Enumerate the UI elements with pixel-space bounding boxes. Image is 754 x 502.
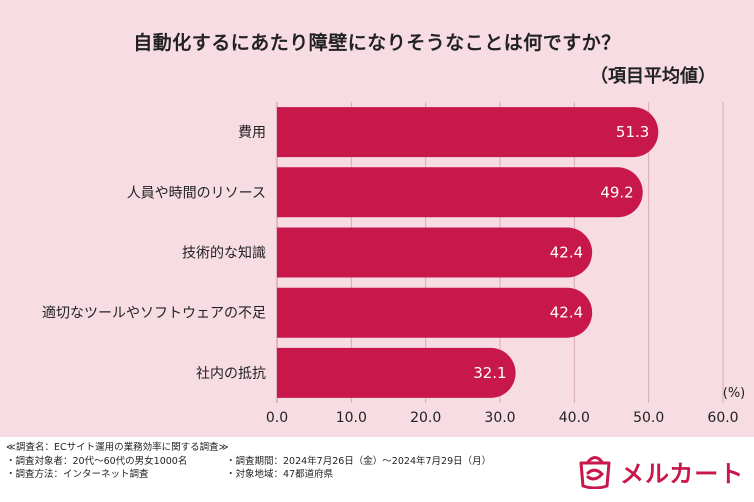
bar xyxy=(277,227,593,278)
x-tick-label: 60.0 xyxy=(707,410,738,426)
brand-logo: メルカート xyxy=(578,451,744,491)
category-label: 費用 xyxy=(238,125,266,141)
survey-subjects: ・調査対象者：20代〜60代の男女1000名 xyxy=(6,455,188,467)
x-tick-label: 30.0 xyxy=(484,410,515,426)
chart-title: 自動化するにあたり障壁になりそうなことは何ですか？ xyxy=(133,32,621,54)
survey-region: ・対象地域：47都道府県 xyxy=(226,469,334,480)
brand-logo-text: メルカート xyxy=(620,459,745,488)
category-label: 人員や時間のリソース xyxy=(127,185,266,201)
bar xyxy=(277,107,659,158)
x-tick-label: 10.0 xyxy=(336,410,367,426)
chart-subtitle: （項目平均値） xyxy=(590,66,716,87)
survey-method: ・調査方法：インターネット調査 xyxy=(6,469,149,480)
bar-chart: 51.3 費用 49.2 人員や時間のリソース 42.4 技術的な知識 42.4 適切なツール… xyxy=(42,102,746,426)
x-tick-label: 50.0 xyxy=(633,410,664,426)
survey-footer: ≪調査名：ECサイト運用の業務効率に関する調査≫ ・調査対象者：20代〜60代の… xyxy=(0,437,754,502)
survey-period: ・調査期間：2024年7月26日（金）〜2024年7月29日（月） xyxy=(226,455,492,467)
bar xyxy=(277,347,516,398)
bar-value-label: 51.3 xyxy=(616,123,649,141)
survey-title: ≪調査名：ECサイト運用の業務効率に関する調査≫ xyxy=(6,442,229,453)
bar-value-label: 42.4 xyxy=(550,304,583,322)
bar-value-label: 42.4 xyxy=(550,244,583,262)
bar xyxy=(277,167,643,218)
bar-value-label: 32.1 xyxy=(473,364,506,382)
x-tick-label: 0.0 xyxy=(266,410,288,426)
bar-value-label: 49.2 xyxy=(600,183,633,201)
category-label: 社内の抵抗 xyxy=(196,366,266,382)
x-unit-label: (%) xyxy=(723,386,746,401)
x-tick-label: 20.0 xyxy=(410,410,441,426)
survey-notes: ≪調査名：ECサイト運用の業務効率に関する調査≫ ・調査対象者：20代〜60代の… xyxy=(6,441,491,482)
bag-logo-icon xyxy=(579,456,611,489)
bar xyxy=(277,287,593,338)
category-label: 適切なツールやソフトウェアの不足 xyxy=(42,305,266,322)
category-label: 技術的な知識 xyxy=(182,245,266,262)
x-tick-label: 40.0 xyxy=(559,410,590,426)
